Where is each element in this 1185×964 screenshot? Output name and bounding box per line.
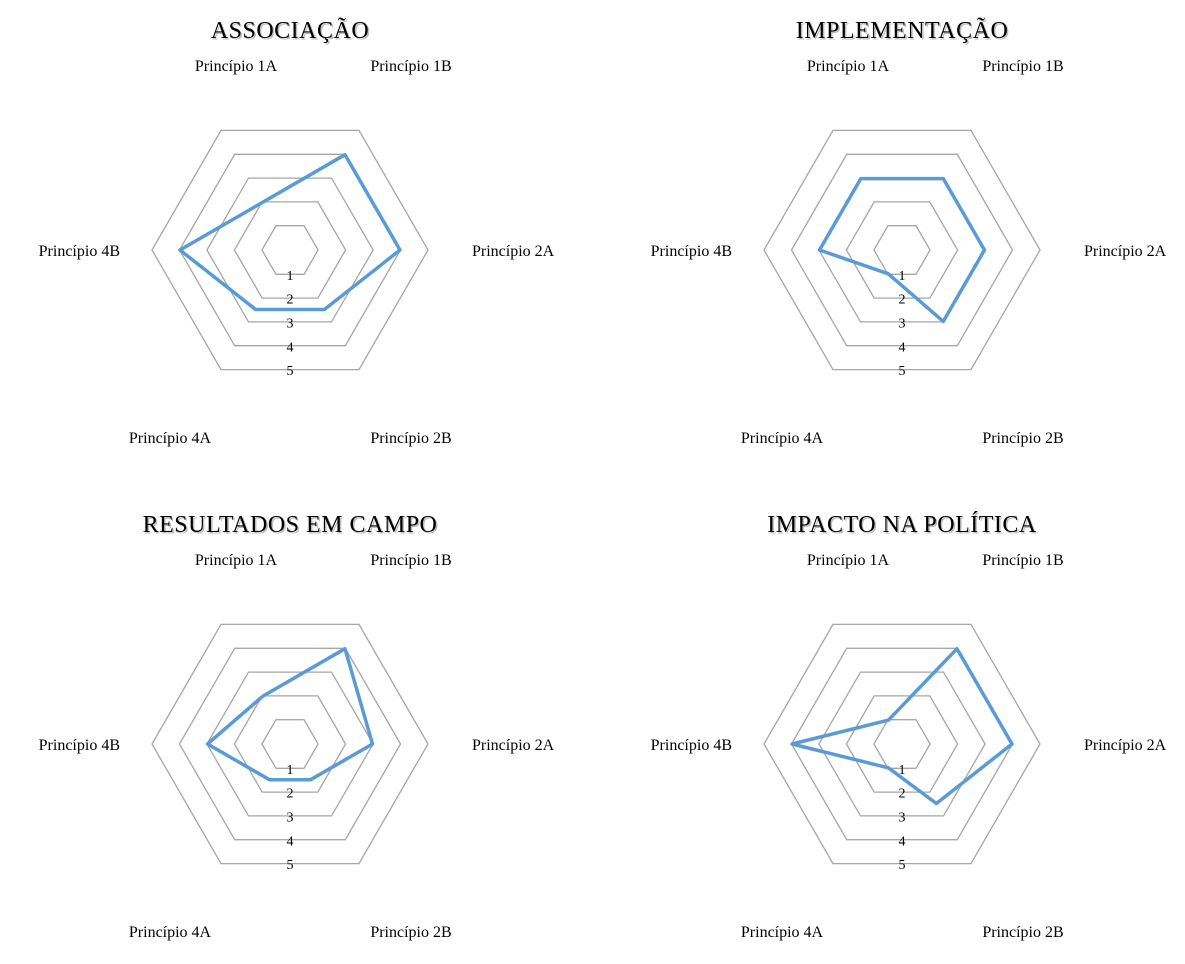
tick-label-3: 3 bbox=[899, 316, 906, 331]
radar-chart-impacto-na-politica: IMPACTO NA POLÍTICA IMPACTO NA POLÍTICA 1 2… bbox=[612, 494, 1185, 964]
grid-ring-1 bbox=[873, 225, 931, 275]
category-label-principio-4b: Princípio 4B bbox=[39, 737, 120, 754]
grid-ring-3 bbox=[206, 177, 374, 323]
grid-rings bbox=[763, 623, 1041, 865]
category-label-principio-4b: Princípio 4B bbox=[39, 243, 120, 260]
category-label-principio-1a: Princípio 1A bbox=[807, 58, 890, 75]
chart-title: IMPACTO NA POLÍTICA bbox=[767, 512, 1037, 538]
tick-label-2: 2 bbox=[287, 787, 294, 802]
tick-label-2: 2 bbox=[287, 293, 294, 308]
tick-label-1: 1 bbox=[899, 763, 906, 778]
grid-ring-1 bbox=[261, 719, 319, 769]
grid-ring-2 bbox=[845, 695, 959, 793]
tick-label-4: 4 bbox=[899, 834, 906, 849]
grid-rings bbox=[151, 623, 429, 865]
category-label-principio-2a: Princípio 2A bbox=[1084, 737, 1167, 754]
tick-label-5: 5 bbox=[899, 364, 906, 379]
chart-title: ASSOCIAÇÃO bbox=[211, 18, 369, 44]
category-label-principio-4b: Princípio 4B bbox=[651, 243, 732, 260]
chart-title-shadow: IMPLEMENTAÇÃO bbox=[797, 20, 1010, 46]
radar-chart-svg: IMPLEMENTAÇÃOIMPLEMENTAÇÃO12345Princípio… bbox=[651, 18, 1167, 447]
category-label-principio-1a: Princípio 1A bbox=[195, 552, 278, 569]
tick-label-4: 4 bbox=[899, 340, 906, 355]
tick-label-1: 1 bbox=[287, 269, 294, 284]
radar-chart-implementacao: IMPLEMENTAÇÃO IMPLEMENTAÇÃO 1 2 3 4 5 Princípio… bbox=[612, 0, 1185, 470]
grid-ring-5 bbox=[151, 623, 429, 865]
series-line-0 bbox=[817, 176, 987, 324]
grid-ring-2 bbox=[845, 201, 959, 299]
category-label-principio-4a: Princípio 4A bbox=[741, 430, 824, 447]
tick-label-4: 4 bbox=[287, 340, 294, 355]
tick-label-3: 3 bbox=[287, 810, 294, 825]
grid-ring-5 bbox=[151, 129, 429, 371]
series-line-0 bbox=[205, 646, 375, 782]
category-label-principio-2a: Princípio 2A bbox=[472, 243, 555, 260]
category-label-principio-1a: Princípio 1A bbox=[195, 58, 278, 75]
tick-label-2: 2 bbox=[899, 787, 906, 802]
tick-label-1: 1 bbox=[287, 763, 294, 778]
category-label-principio-1b: Princípio 1B bbox=[370, 552, 451, 569]
chart-title: RESULTADOS EM CAMPO bbox=[143, 512, 438, 538]
chart-title: IMPLEMENTAÇÃO bbox=[796, 18, 1009, 44]
category-label-principio-2a: Princípio 2A bbox=[472, 737, 555, 754]
grid-ring-2 bbox=[233, 695, 347, 793]
grid-ring-3 bbox=[818, 671, 986, 817]
series-line-0 bbox=[790, 646, 1014, 806]
category-label-principio-2b: Princípio 2B bbox=[982, 430, 1063, 447]
category-label-principio-4b: Princípio 4B bbox=[651, 737, 732, 754]
tick-label-1: 1 bbox=[899, 269, 906, 284]
grid-rings bbox=[151, 129, 429, 371]
grid-ring-4 bbox=[790, 153, 1014, 347]
category-label-principio-4a: Princípio 4A bbox=[129, 430, 212, 447]
series-line-0 bbox=[178, 152, 402, 312]
chart-title-shadow: ASSOCIAÇÃO bbox=[212, 20, 370, 46]
grid-ring-5 bbox=[763, 129, 1041, 371]
category-label-principio-1a: Princípio 1A bbox=[807, 552, 890, 569]
tick-label-3: 3 bbox=[287, 316, 294, 331]
category-label-principio-1b: Princípio 1B bbox=[370, 58, 451, 75]
grid-ring-1 bbox=[873, 719, 931, 769]
tick-label-3: 3 bbox=[899, 810, 906, 825]
grid-ring-1 bbox=[261, 225, 319, 275]
category-label-principio-2a: Princípio 2A bbox=[1084, 243, 1167, 260]
radar-chart-resultados-em-campo: RESULTADOS EM CAMPO RESULTADOS EM CAMPO 1 2… bbox=[0, 494, 592, 964]
radar-chart-associacao: ASSOCIAÇÃO ASSOCIAÇÃO 1 2 3 4 5 Princípio 1A Pri… bbox=[0, 0, 592, 470]
category-label-principio-2b: Princípio 2B bbox=[370, 430, 451, 447]
tick-label-2: 2 bbox=[899, 293, 906, 308]
category-label-principio-1b: Princípio 1B bbox=[982, 552, 1063, 569]
tick-label-5: 5 bbox=[287, 858, 294, 873]
chart-title-shadow: IMPACTO NA POLÍTICA bbox=[769, 514, 1039, 540]
chart-title-shadow: RESULTADOS EM CAMPO bbox=[144, 514, 439, 540]
category-label-principio-4a: Princípio 4A bbox=[129, 924, 212, 941]
tick-label-4: 4 bbox=[287, 834, 294, 849]
tick-label-5: 5 bbox=[899, 858, 906, 873]
category-label-principio-2b: Princípio 2B bbox=[982, 924, 1063, 941]
category-label-principio-4a: Princípio 4A bbox=[741, 924, 824, 941]
category-label-principio-2b: Princípio 2B bbox=[370, 924, 451, 941]
tick-label-5: 5 bbox=[287, 364, 294, 379]
category-label-principio-1b: Princípio 1B bbox=[982, 58, 1063, 75]
grid-ring-5 bbox=[763, 623, 1041, 865]
grid-ring-2 bbox=[233, 201, 347, 299]
grid-rings bbox=[763, 129, 1041, 371]
